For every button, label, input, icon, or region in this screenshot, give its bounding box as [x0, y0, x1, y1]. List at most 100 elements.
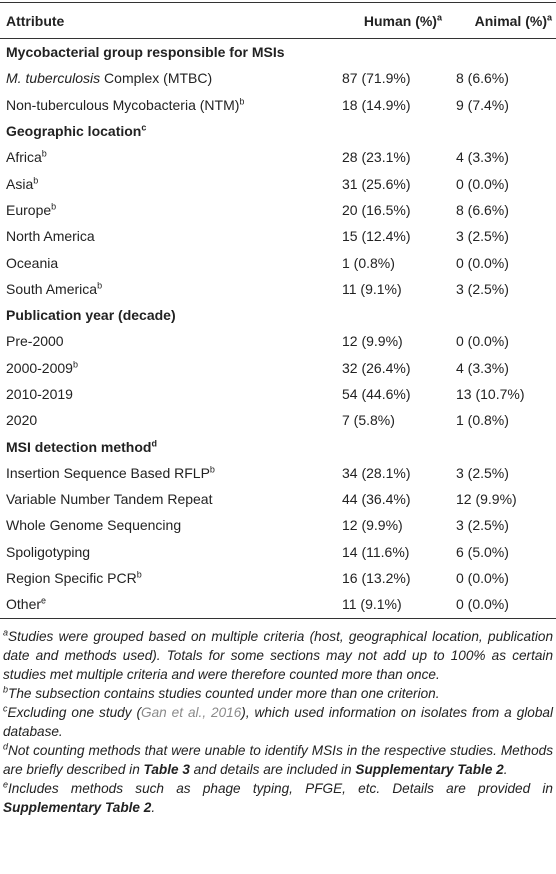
- footnote-mark: b: [136, 569, 142, 580]
- footnote-letter: a: [3, 627, 9, 637]
- footnote-text: .: [151, 799, 156, 815]
- footnote-letter: d: [3, 741, 9, 751]
- table: Attribute Human (%)a Animal (%)a Mycobacter…: [0, 2, 556, 619]
- animal-cell: 0 (0.0%): [456, 596, 509, 613]
- header-cell: Animal (%)a: [456, 11, 556, 28]
- footnote-letter: e: [3, 779, 9, 789]
- data-row: Whole Genome Sequencing 12 (9.9%) 3 (2.5%): [0, 512, 556, 538]
- attribute-label: Complex (MTBC): [104, 70, 213, 87]
- data-row: 2010-2019 54 (44.6%) 13 (10.7%): [0, 381, 556, 407]
- attribute-cell: Oceania: [0, 255, 342, 271]
- footnote-mark: a: [546, 11, 552, 22]
- footnote-mark: c: [141, 122, 147, 133]
- animal-cell: 12 (9.9%): [456, 491, 517, 508]
- data-row: Pre-2000 12 (9.9%) 0 (0.0%): [0, 328, 556, 354]
- footnote: aStudies were grouped based on multiple …: [3, 627, 553, 684]
- human-cell: 34 (28.1%): [342, 464, 411, 481]
- data-row: Insertion Sequence Based RFLPb 34 (28.1%)…: [0, 460, 556, 486]
- human-cell: 28 (23.1%): [342, 149, 411, 166]
- footnote-text: Not counting methods that were unable to…: [3, 742, 553, 777]
- footnote-mark: b: [33, 174, 39, 185]
- attribute-label: Asia: [6, 175, 34, 192]
- section-cell: MSI detection methodd: [0, 437, 556, 455]
- animal-cell: 3 (2.5%): [456, 228, 509, 245]
- animal-cell: 0 (0.0%): [456, 333, 509, 350]
- attribute-italic: M. tuberculosis: [6, 70, 101, 87]
- attribute-cell: Insertion Sequence Based RFLPb: [0, 465, 342, 481]
- animal-cell: 0 (0.0%): [456, 570, 509, 587]
- header-text: Attribute: [6, 12, 65, 29]
- footnote-mark: e: [41, 595, 47, 606]
- animal-cell: 8 (6.6%): [456, 70, 509, 87]
- attribute-label: 2010-2019: [6, 386, 73, 402]
- attribute-cell: 2000-2009b: [0, 360, 342, 376]
- data-row: M. tuberculosis Complex (MTBC) 87 (71.9%)…: [0, 65, 556, 91]
- section-cell: Geographic locationc: [0, 123, 556, 139]
- animal-cell: 3 (2.5%): [456, 280, 509, 297]
- attribute-label: North America: [6, 228, 95, 245]
- data-row: 2020 7 (5.8%) 1 (0.8%): [0, 407, 556, 433]
- human-cell: 18 (14.9%): [342, 96, 411, 113]
- section-title: Publication year (decade): [6, 307, 176, 324]
- human-cell: 32 (26.4%): [342, 359, 411, 376]
- data-row: 2000-2009b 32 (26.4%) 4 (3.3%): [0, 355, 556, 381]
- attribute-label: Europe: [6, 201, 52, 218]
- footnote-mark: b: [72, 359, 78, 370]
- animal-cell: 4 (3.3%): [456, 149, 509, 166]
- animal-cell: 0 (0.0%): [456, 254, 509, 271]
- data-row: Variable Number Tandem Repeat 44 (36.4%) 1…: [0, 486, 556, 512]
- data-row: Othere 11 (9.1%) 0 (0.0%): [0, 591, 556, 617]
- footnote-mark: d: [151, 437, 157, 448]
- attribute-cell: Othere: [0, 596, 342, 612]
- footnote-text: and details are included in: [189, 761, 356, 777]
- data-row: Africab 28 (23.1%) 4 (3.3%): [0, 144, 556, 170]
- attribute-cell: Whole Genome Sequencing: [0, 517, 342, 533]
- attribute-cell: Pre-2000: [0, 333, 342, 349]
- attribute-cell: Africab: [0, 149, 342, 165]
- animal-cell: 3 (2.5%): [456, 464, 509, 481]
- data-row: South Americab 11 (9.1%) 3 (2.5%): [0, 276, 556, 302]
- attribute-label: Whole Genome Sequencing: [6, 517, 182, 534]
- footnote-mark: a: [436, 11, 442, 22]
- footnote-mark: b: [239, 96, 245, 107]
- data-row: Europeb 20 (16.5%) 8 (6.6%): [0, 197, 556, 223]
- footnote: eIncludes methods such as phage typing, …: [3, 779, 553, 817]
- footnote-text: Gan et al., 2016: [141, 704, 242, 720]
- footnote-text: Studies were grouped based on multiple c…: [3, 628, 553, 682]
- attribute-label: 2020: [6, 412, 38, 429]
- attribute-cell: M. tuberculosis Complex (MTBC): [0, 70, 342, 86]
- attribute-cell: Variable Number Tandem Repeat: [0, 491, 342, 507]
- section-row: Mycobacterial group responsible for MSIs: [0, 39, 556, 65]
- attribute-label: Africa: [6, 149, 42, 166]
- attribute-cell: Europeb: [0, 202, 342, 218]
- human-cell: 14 (11.6%): [342, 543, 410, 560]
- animal-cell: 3 (2.5%): [456, 517, 509, 534]
- data-row: Asiab 31 (25.6%) 0 (0.0%): [0, 170, 556, 196]
- footnote-letter: b: [3, 684, 9, 694]
- section-title: Geographic location: [6, 123, 142, 140]
- attribute-cell: Asiab: [0, 174, 342, 192]
- attribute-label: Pre-2000: [6, 333, 64, 350]
- header-text: Human (%): [363, 12, 437, 29]
- attribute-label: Oceania: [6, 254, 59, 271]
- data-row: Non-tuberculous Mycobacteria (NTM)b 18 (1…: [0, 92, 556, 118]
- human-cell: 16 (13.2%): [342, 570, 411, 587]
- footnote-mark: b: [51, 201, 57, 212]
- footnote-text: Excluding one study (: [7, 704, 142, 720]
- attribute-cell: Spoligotyping: [0, 544, 342, 560]
- section-title: MSI detection method: [6, 438, 152, 455]
- footnote-mark: b: [209, 464, 215, 475]
- footnote-text: Includes methods such as phage typing, P…: [8, 780, 553, 796]
- human-cell: 7 (5.8%): [342, 412, 395, 429]
- attribute-cell: Non-tuberculous Mycobacteria (NTM)b: [0, 97, 342, 113]
- human-cell: 20 (16.5%): [342, 201, 411, 218]
- human-cell: 31 (25.6%): [342, 175, 411, 192]
- human-cell: 44 (36.4%): [342, 491, 411, 508]
- attribute-label: Non-tuberculous Mycobacteria (NTM): [6, 96, 240, 113]
- attribute-cell: 2020: [0, 412, 342, 428]
- footnote-text: Supplementary Table 2: [355, 761, 504, 777]
- human-cell: 54 (44.6%): [342, 386, 411, 402]
- animal-cell: 9 (7.4%): [456, 96, 509, 113]
- animal-cell: 0 (0.0%): [456, 175, 509, 192]
